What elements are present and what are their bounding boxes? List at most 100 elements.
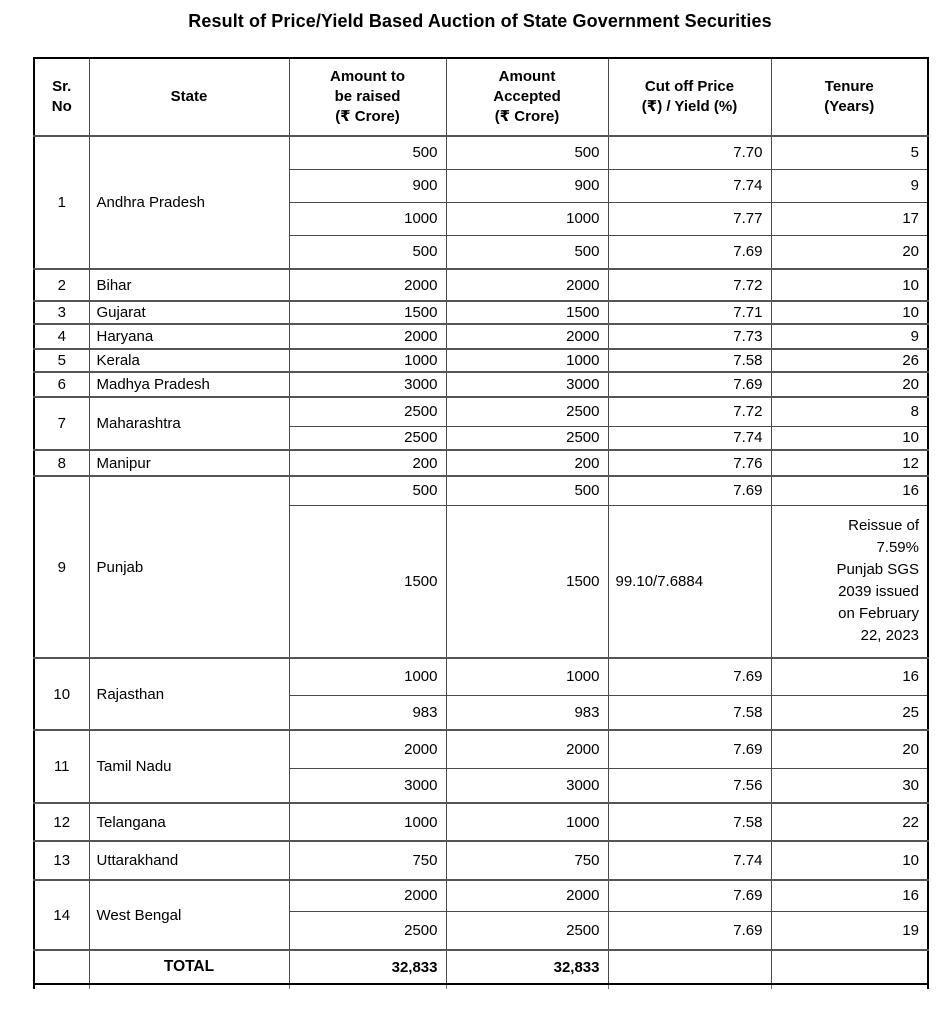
state-group-row: 7 Maharashtra 2500 2500 7.72 8 [33, 396, 929, 451]
table-body: 1 Andhra Pradesh 500 500 7.70 5 900 900 7.74 9 100… [33, 135, 929, 951]
amount-accepted-cell: 983 [445, 694, 609, 731]
amount-accepted-cell: 750 [445, 840, 609, 881]
state-cell: Rajasthan [88, 657, 290, 731]
column-header-amount-raised: Amount to be raised (₹ Crore) [288, 57, 447, 137]
state-sub-row: 1500 1500 99.10/7.6884 Reissue of 7.59% Pun… [34, 504, 929, 659]
total-row: TOTAL 32,833 32,833 [33, 949, 929, 985]
tenure-cell: 5 [770, 135, 929, 170]
amount-accepted-cell: 200 [445, 449, 609, 477]
total-cutoff-cell [607, 949, 772, 985]
cutoff-price-yield-cell: 7.69 [607, 475, 772, 506]
state-sub-row: 500 500 7.69 20 [34, 234, 929, 270]
state-group-row: 1 Andhra Pradesh 500 500 7.70 5 [33, 135, 929, 270]
sr-no-cell: 6 [33, 371, 90, 398]
clipped-cell [288, 984, 447, 989]
sr-no-cell: 12 [33, 802, 90, 842]
tenure-cell: 30 [770, 767, 929, 804]
cutoff-price-yield-cell: 7.73 [607, 323, 772, 350]
amount-accepted-cell: 1000 [445, 348, 609, 373]
tenure-cell: 8 [770, 396, 929, 427]
amount-accepted-cell: 2000 [445, 879, 609, 912]
cutoff-price-yield-cell: 7.56 [607, 767, 772, 804]
state-sub-row: 1000 1000 7.77 17 [34, 201, 929, 236]
amount-raised-cell: 2500 [288, 396, 447, 427]
state-sub-row: 3000 3000 7.56 30 [34, 767, 929, 804]
column-header-state: State [88, 57, 290, 137]
state-group-row: 13 Uttarakhand 750 750 7.74 10 [33, 840, 929, 881]
state-group-row: 6 Madhya Pradesh 3000 3000 7.69 20 [33, 371, 929, 398]
amount-accepted-cell: 500 [445, 475, 609, 506]
clipped-cell [770, 984, 929, 989]
sr-no-cell: 3 [33, 300, 90, 325]
state-group-row: 10 Rajasthan 1000 1000 7.69 16 [33, 657, 929, 731]
amount-raised-cell: 1000 [288, 201, 447, 236]
state-cell: Maharashtra [88, 396, 290, 451]
amount-raised-cell: 200 [288, 449, 447, 477]
tenure-cell: 9 [770, 323, 929, 350]
amount-accepted-cell: 1500 [445, 300, 609, 325]
tenure-cell: 16 [770, 475, 929, 506]
amount-accepted-cell: 1500 [445, 504, 609, 659]
amount-accepted-cell: 2500 [445, 910, 609, 951]
state-group-row: 11 Tamil Nadu 2000 2000 7.69 20 [33, 729, 929, 804]
tenure-cell: 20 [770, 729, 929, 769]
state-cell: Punjab [88, 475, 290, 659]
sr-no-cell: 1 [33, 135, 90, 270]
amount-accepted-cell: 900 [445, 168, 609, 203]
amount-raised-cell: 2000 [288, 729, 447, 769]
column-header-tenure: Tenure (Years) [770, 57, 929, 137]
sr-no-cell: 9 [33, 475, 90, 659]
tenure-cell: 10 [770, 840, 929, 881]
tenure-cell: 16 [770, 657, 929, 696]
state-cell: Bihar [88, 268, 290, 302]
total-empty-sr-cell [33, 949, 90, 985]
amount-raised-cell: 1000 [288, 657, 447, 696]
cutoff-price-yield-cell: 7.72 [607, 268, 772, 302]
amount-raised-cell: 3000 [288, 767, 447, 804]
amount-raised-cell: 983 [288, 694, 447, 731]
sr-no-cell: 7 [33, 396, 90, 451]
cutoff-price-yield-cell: 7.69 [607, 729, 772, 769]
amount-raised-cell: 1500 [288, 300, 447, 325]
state-sub-row: 900 900 7.74 9 [34, 168, 929, 203]
amount-accepted-cell: 500 [445, 135, 609, 170]
table-header: Sr. No State Amount to be raised (₹ Cror… [33, 57, 929, 137]
amount-raised-cell: 1500 [288, 504, 447, 659]
tenure-cell: 9 [770, 168, 929, 203]
amount-accepted-cell: 3000 [445, 371, 609, 398]
tenure-cell: 22 [770, 802, 929, 842]
state-cell: Telangana [88, 802, 290, 842]
state-cell: Haryana [88, 323, 290, 350]
amount-raised-cell: 500 [288, 135, 447, 170]
cutoff-price-yield-cell: 7.74 [607, 168, 772, 203]
amount-raised-cell: 500 [288, 234, 447, 270]
cutoff-price-yield-cell: 7.69 [607, 371, 772, 398]
cutoff-price-yield-cell: 7.77 [607, 201, 772, 236]
total-raised-cell: 32,833 [288, 949, 447, 985]
cutoff-price-yield-cell: 7.58 [607, 348, 772, 373]
amount-accepted-cell: 2500 [445, 396, 609, 427]
state-cell: Madhya Pradesh [88, 371, 290, 398]
cutoff-price-yield-cell: 7.76 [607, 449, 772, 477]
amount-accepted-cell: 2000 [445, 729, 609, 769]
total-accepted-cell: 32,833 [445, 949, 609, 985]
amount-raised-cell: 1000 [288, 348, 447, 373]
cutoff-price-yield-cell: 7.74 [607, 425, 772, 451]
state-cell: West Bengal [88, 879, 290, 951]
clipped-cell [88, 984, 290, 989]
cutoff-price-yield-cell: 7.71 [607, 300, 772, 325]
state-cell: Kerala [88, 348, 290, 373]
header-row: Sr. No State Amount to be raised (₹ Cror… [33, 57, 929, 137]
state-group-row: 5 Kerala 1000 1000 7.58 26 [33, 348, 929, 373]
amount-raised-cell: 3000 [288, 371, 447, 398]
cutoff-price-yield-cell: 7.69 [607, 657, 772, 696]
cutoff-price-yield-cell: 7.70 [607, 135, 772, 170]
cutoff-price-yield-cell: 7.58 [607, 802, 772, 842]
state-group-row: 8 Manipur 200 200 7.76 12 [33, 449, 929, 477]
sr-no-cell: 2 [33, 268, 90, 302]
amount-accepted-cell: 1000 [445, 657, 609, 696]
amount-raised-cell: 2000 [288, 268, 447, 302]
state-cell: Gujarat [88, 300, 290, 325]
amount-raised-cell: 750 [288, 840, 447, 881]
